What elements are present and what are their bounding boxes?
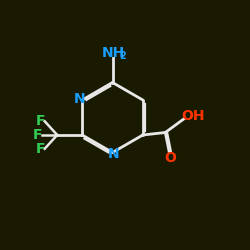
Text: 2: 2 — [120, 51, 126, 61]
Text: F: F — [36, 142, 45, 156]
Text: NH: NH — [102, 46, 124, 60]
Text: O: O — [164, 150, 176, 164]
Text: F: F — [33, 128, 42, 142]
Text: F: F — [36, 114, 45, 128]
Text: OH: OH — [181, 109, 204, 123]
Text: N: N — [74, 92, 85, 106]
Text: N: N — [108, 148, 120, 162]
